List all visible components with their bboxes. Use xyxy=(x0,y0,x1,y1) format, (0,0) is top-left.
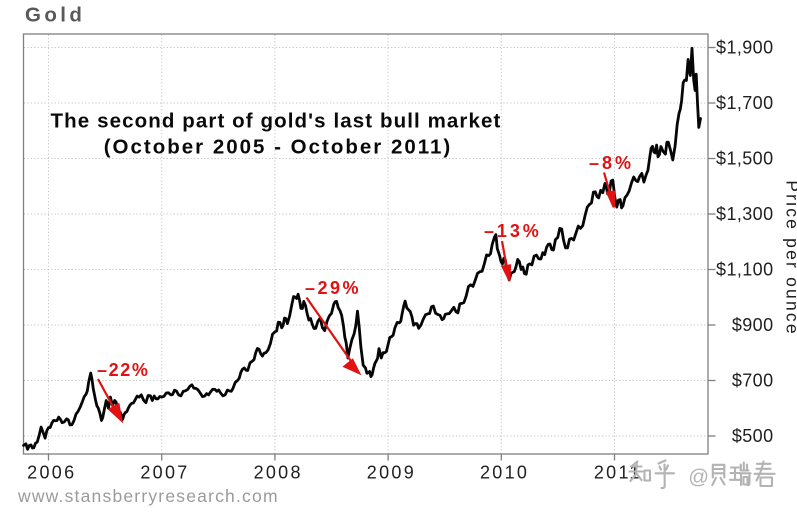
svg-text:The second part of gold's last: The second part of gold's last bull mark… xyxy=(51,110,502,133)
svg-text:$1,500: $1,500 xyxy=(716,149,773,169)
svg-text:–29%: –29% xyxy=(305,278,361,298)
svg-text:$700: $700 xyxy=(732,371,774,391)
svg-text:$500: $500 xyxy=(732,426,774,446)
svg-text:$900: $900 xyxy=(732,315,774,335)
svg-text:Price per ounce: Price per ounce xyxy=(783,180,797,336)
svg-text:$1,700: $1,700 xyxy=(716,93,773,113)
svg-text:$1,300: $1,300 xyxy=(716,204,773,224)
svg-text:www.stansberryresearch.com: www.stansberryresearch.com xyxy=(17,486,279,506)
svg-text:$1,100: $1,100 xyxy=(716,260,773,280)
svg-text:(October 2005 - October 2011): (October 2005 - October 2011) xyxy=(104,136,453,159)
svg-text:2009: 2009 xyxy=(367,463,416,483)
svg-text:2008: 2008 xyxy=(254,463,303,483)
svg-text:Gold: Gold xyxy=(25,4,85,27)
svg-text:2006: 2006 xyxy=(27,463,76,483)
svg-text:2010: 2010 xyxy=(480,463,529,483)
svg-text:–13%: –13% xyxy=(484,221,542,241)
svg-text:–22%: –22% xyxy=(97,360,149,380)
svg-text:2007: 2007 xyxy=(140,463,189,483)
svg-text:$1,900: $1,900 xyxy=(716,38,773,58)
svg-text:@: @ xyxy=(688,466,709,489)
svg-text:–8%: –8% xyxy=(589,153,634,173)
